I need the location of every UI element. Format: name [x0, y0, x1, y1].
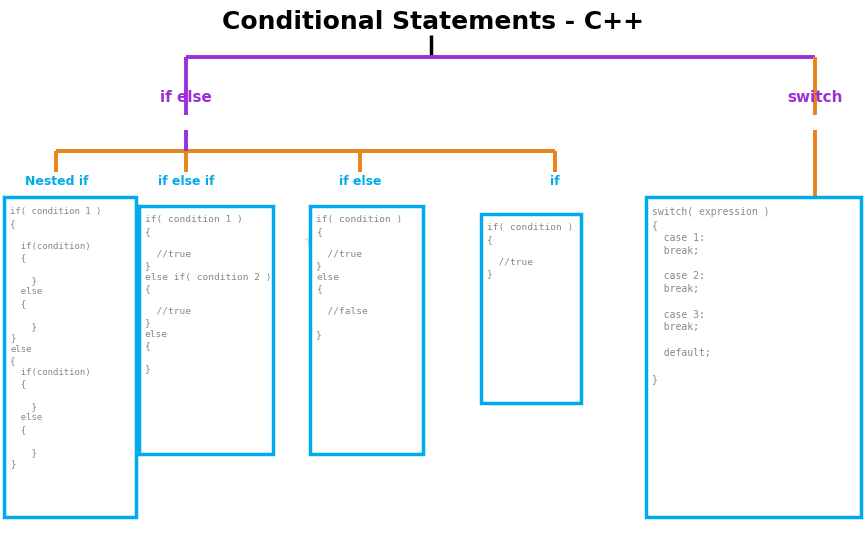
Text: switch( expression )
{
  case 1:
  break;

  case 2:
  break;

  case 3:
  break: switch( expression ) { case 1: break; ca… [652, 207, 770, 384]
FancyBboxPatch shape [646, 197, 861, 517]
FancyBboxPatch shape [4, 197, 136, 517]
Text: if( condition 1 )
{

  //true
}
else if( condition 2 )
{

  //true
}
else
{

}: if( condition 1 ) { //true } else if( co… [145, 215, 271, 373]
FancyBboxPatch shape [139, 206, 273, 454]
Text: if( condition )
{

  //true
}
else
{

  //false

}: if( condition ) { //true } else { //fals… [316, 215, 402, 339]
FancyBboxPatch shape [310, 206, 423, 454]
Text: if else: if else [338, 175, 381, 188]
Text: if( condition 1 )
{

  if(condition)
  {

    }
  else
  {

    }
}
else
{
  if(: if( condition 1 ) { if(condition) { } el… [10, 207, 101, 468]
Text: Nested if: Nested if [24, 175, 88, 188]
Text: if( condition )
{

  //true
}: if( condition ) { //true } [487, 223, 573, 278]
Text: if else if: if else if [158, 175, 215, 188]
Text: Conditional Statements - C++: Conditional Statements - C++ [223, 10, 644, 34]
Text: if else: if else [160, 90, 212, 105]
FancyBboxPatch shape [481, 214, 581, 403]
Text: if: if [550, 175, 560, 188]
Text: T4Tutorials.com: T4Tutorials.com [304, 206, 389, 248]
Text: switch: switch [787, 90, 843, 105]
